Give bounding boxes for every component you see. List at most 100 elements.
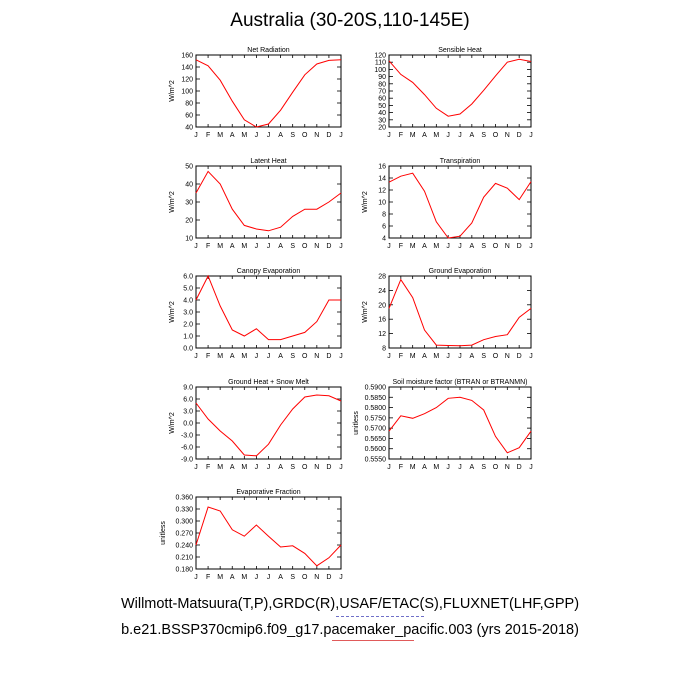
x-tick-label: A <box>469 464 474 471</box>
y-tick-label: 40 <box>185 182 193 189</box>
x-tick-label: O <box>302 464 308 471</box>
x-tick-label: M <box>217 243 223 250</box>
y-tick-label: 0.240 <box>175 543 193 550</box>
x-tick-label: J <box>255 243 259 250</box>
x-tick-label: N <box>314 574 319 581</box>
x-tick-label: A <box>469 353 474 360</box>
y-tick-label: 30 <box>378 117 386 124</box>
panel-title: Ground Evaporation <box>429 268 492 275</box>
y-tick-label: 80 <box>378 81 386 88</box>
x-tick-label: A <box>422 464 427 471</box>
plot-frame <box>195 275 342 349</box>
y-tick-label: 9.0 <box>183 385 193 392</box>
x-tick-label: J <box>339 353 343 360</box>
x-tick-label: O <box>493 464 499 471</box>
y-tick-label: 20 <box>378 125 386 132</box>
x-tick-label: J <box>267 353 271 360</box>
y-tick-label: 8 <box>382 212 386 219</box>
y-axis-label: W/m^2 <box>362 191 369 213</box>
x-tick-label: D <box>326 574 331 581</box>
x-tick-label: J <box>446 132 450 139</box>
x-tick-label: J <box>339 132 343 139</box>
series-line <box>388 58 532 117</box>
y-tick-label: 40 <box>378 110 386 117</box>
y-tick-label: 1.0 <box>183 334 193 341</box>
x-tick-label: J <box>446 464 450 471</box>
x-tick-label: O <box>493 243 499 250</box>
y-tick-label: 14 <box>378 176 386 183</box>
x-tick-label: J <box>194 574 198 581</box>
x-tick-label: F <box>399 464 403 471</box>
x-tick-label: F <box>206 132 210 139</box>
x-tick-label: S <box>290 574 295 581</box>
y-tick-label: 0.0 <box>183 346 193 353</box>
plot-frame <box>388 54 532 128</box>
x-tick-label: S <box>481 243 486 250</box>
x-tick-label: M <box>241 353 247 360</box>
y-tick-label: -9.0 <box>181 457 193 464</box>
plot-frame <box>388 165 532 239</box>
y-tick-label: 0.0 <box>183 421 193 428</box>
y-tick-label: -3.0 <box>181 433 193 440</box>
x-tick-label: M <box>433 353 439 360</box>
y-tick-label: 50 <box>185 164 193 171</box>
x-tick-label: J <box>387 353 391 360</box>
y-tick-label: 0.360 <box>175 495 193 502</box>
page-title: Australia (30-20S,110-145E) <box>230 10 470 31</box>
x-tick-label: J <box>387 243 391 250</box>
series-line <box>195 59 342 128</box>
y-tick-label: 0.5550 <box>365 457 387 464</box>
x-tick-label: F <box>399 132 403 139</box>
y-tick-label: 24 <box>378 288 386 295</box>
y-tick-label: 20 <box>378 302 386 309</box>
y-tick-label: 40 <box>185 125 193 132</box>
x-tick-label: D <box>517 132 522 139</box>
x-tick-label: S <box>290 464 295 471</box>
y-axis-label: W/m^2 <box>169 412 176 434</box>
y-tick-label: 0.5900 <box>365 385 387 392</box>
x-tick-label: M <box>217 464 223 471</box>
x-tick-label: O <box>302 353 308 360</box>
x-tick-label: S <box>290 132 295 139</box>
x-tick-label: J <box>339 464 343 471</box>
x-tick-label: J <box>267 132 271 139</box>
x-tick-label: S <box>290 243 295 250</box>
y-tick-label: 16 <box>378 164 386 171</box>
series-line <box>195 506 342 567</box>
y-tick-label: 0.300 <box>175 519 193 526</box>
x-tick-label: N <box>314 132 319 139</box>
x-tick-label: S <box>481 464 486 471</box>
x-tick-label: D <box>517 464 522 471</box>
x-tick-label: M <box>241 132 247 139</box>
y-tick-label: 3.0 <box>183 409 193 416</box>
x-tick-label: M <box>241 464 247 471</box>
y-tick-label: 70 <box>378 89 386 96</box>
y-tick-label: 28 <box>378 274 386 281</box>
y-tick-label: 0.330 <box>175 507 193 514</box>
x-tick-label: D <box>326 132 331 139</box>
plot-frame <box>195 165 342 239</box>
x-tick-label: J <box>458 132 462 139</box>
x-tick-label: J <box>529 353 533 360</box>
y-tick-label: 80 <box>185 101 193 108</box>
x-tick-label: F <box>206 464 210 471</box>
x-tick-label: A <box>422 132 427 139</box>
x-tick-label: O <box>302 132 308 139</box>
y-tick-label: 0.5800 <box>365 405 387 412</box>
x-tick-label: S <box>481 132 486 139</box>
x-tick-label: D <box>326 464 331 471</box>
x-tick-label: J <box>529 132 533 139</box>
dashed-underline <box>336 616 424 617</box>
x-tick-label: J <box>194 243 198 250</box>
x-tick-label: N <box>314 464 319 471</box>
x-tick-label: J <box>387 132 391 139</box>
x-tick-label: O <box>493 353 499 360</box>
x-tick-label: J <box>267 464 271 471</box>
x-tick-label: J <box>339 243 343 250</box>
x-tick-label: A <box>422 353 427 360</box>
x-tick-label: F <box>399 243 403 250</box>
x-tick-label: N <box>505 243 510 250</box>
y-tick-label: 90 <box>378 74 386 81</box>
y-tick-label: 5.0 <box>183 286 193 293</box>
